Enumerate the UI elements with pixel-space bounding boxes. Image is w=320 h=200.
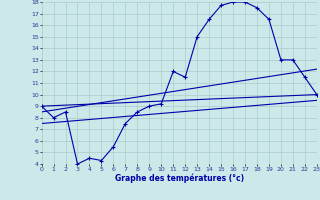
X-axis label: Graphe des températures (°c): Graphe des températures (°c) bbox=[115, 173, 244, 183]
